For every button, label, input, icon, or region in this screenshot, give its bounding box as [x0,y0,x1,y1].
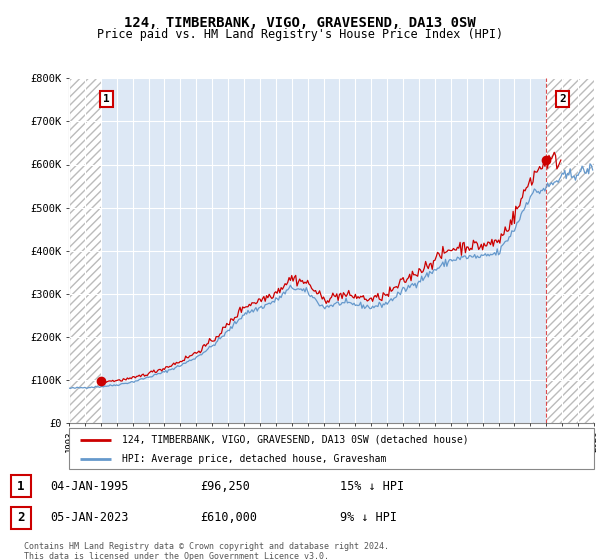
Text: 2: 2 [17,511,25,524]
Text: £610,000: £610,000 [200,511,257,524]
Text: 1: 1 [17,480,25,493]
Text: 15% ↓ HPI: 15% ↓ HPI [340,480,404,493]
Text: 04-JAN-1995: 04-JAN-1995 [50,480,128,493]
Text: HPI: Average price, detached house, Gravesham: HPI: Average price, detached house, Grav… [121,454,386,464]
Text: 124, TIMBERBANK, VIGO, GRAVESEND, DA13 0SW: 124, TIMBERBANK, VIGO, GRAVESEND, DA13 0… [124,16,476,30]
Text: 05-JAN-2023: 05-JAN-2023 [50,511,128,524]
Text: 2: 2 [559,94,566,104]
Text: 1: 1 [103,94,110,104]
FancyBboxPatch shape [11,475,31,497]
Text: Price paid vs. HM Land Registry's House Price Index (HPI): Price paid vs. HM Land Registry's House … [97,28,503,41]
Text: 9% ↓ HPI: 9% ↓ HPI [340,511,397,524]
Text: 124, TIMBERBANK, VIGO, GRAVESEND, DA13 0SW (detached house): 124, TIMBERBANK, VIGO, GRAVESEND, DA13 0… [121,435,468,445]
Text: Contains HM Land Registry data © Crown copyright and database right 2024.
This d: Contains HM Land Registry data © Crown c… [24,542,389,560]
Bar [69,78,101,423]
Bar [546,78,594,423]
FancyBboxPatch shape [11,507,31,529]
FancyBboxPatch shape [69,428,594,469]
Text: £96,250: £96,250 [200,480,250,493]
